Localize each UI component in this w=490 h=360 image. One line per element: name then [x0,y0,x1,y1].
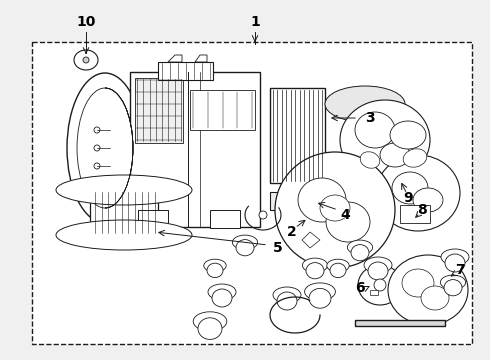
Ellipse shape [74,50,98,70]
Ellipse shape [275,152,395,268]
Bar [158,62,213,80]
Ellipse shape [305,283,335,301]
Circle shape [94,127,100,133]
Ellipse shape [326,202,370,242]
Ellipse shape [388,255,468,325]
Bar [135,78,183,143]
Ellipse shape [212,289,232,307]
Ellipse shape [441,275,465,289]
Ellipse shape [193,312,227,331]
Bar [345,95,385,113]
Ellipse shape [444,280,462,296]
Ellipse shape [358,265,402,305]
Ellipse shape [368,262,388,280]
Ellipse shape [330,263,346,278]
Polygon shape [168,55,182,62]
Ellipse shape [320,195,350,221]
Text: 1: 1 [250,15,260,29]
Bar [138,210,168,228]
Bar [400,205,430,223]
Text: 2: 2 [287,225,297,239]
Ellipse shape [402,269,434,297]
Ellipse shape [309,288,331,308]
Ellipse shape [56,175,192,205]
Ellipse shape [67,73,143,223]
Ellipse shape [56,220,192,250]
Ellipse shape [277,292,297,310]
Ellipse shape [236,240,254,256]
Bar [210,210,240,228]
Text: 10: 10 [76,15,96,29]
Ellipse shape [298,178,346,222]
Ellipse shape [232,235,258,249]
Bar [270,192,325,210]
Ellipse shape [375,110,415,126]
Circle shape [374,279,386,291]
Circle shape [94,145,100,151]
Ellipse shape [351,244,369,261]
Circle shape [94,163,100,169]
Ellipse shape [207,263,223,278]
Ellipse shape [273,287,301,303]
Text: 7: 7 [455,263,465,277]
Ellipse shape [390,121,426,149]
Ellipse shape [355,112,395,148]
Ellipse shape [198,318,222,339]
Bar [90,190,158,235]
Polygon shape [195,55,207,62]
Ellipse shape [421,286,449,310]
Ellipse shape [376,155,460,231]
Ellipse shape [360,152,380,168]
Bar [190,90,255,130]
Ellipse shape [380,143,410,167]
Circle shape [259,211,267,219]
Ellipse shape [204,259,226,272]
Ellipse shape [403,149,427,167]
Bar [370,290,378,295]
Text: 9: 9 [403,191,413,205]
Bar [270,88,325,183]
Ellipse shape [340,100,430,180]
Ellipse shape [445,254,465,272]
Text: 3: 3 [365,111,375,125]
Text: 8: 8 [417,203,427,217]
Ellipse shape [392,172,428,204]
Ellipse shape [347,240,372,255]
Ellipse shape [441,249,469,265]
Text: 4: 4 [340,208,350,222]
Bar [355,320,445,326]
Bar [130,72,260,227]
Ellipse shape [208,284,236,300]
Ellipse shape [413,188,443,212]
Polygon shape [302,232,320,248]
Text: 6: 6 [355,281,365,295]
Ellipse shape [364,257,392,273]
Circle shape [83,57,89,63]
Ellipse shape [327,259,349,272]
Ellipse shape [306,262,324,279]
Text: 5: 5 [273,241,283,255]
Ellipse shape [325,86,405,122]
Ellipse shape [77,88,133,208]
Bar [32,42,472,344]
Ellipse shape [302,258,328,273]
